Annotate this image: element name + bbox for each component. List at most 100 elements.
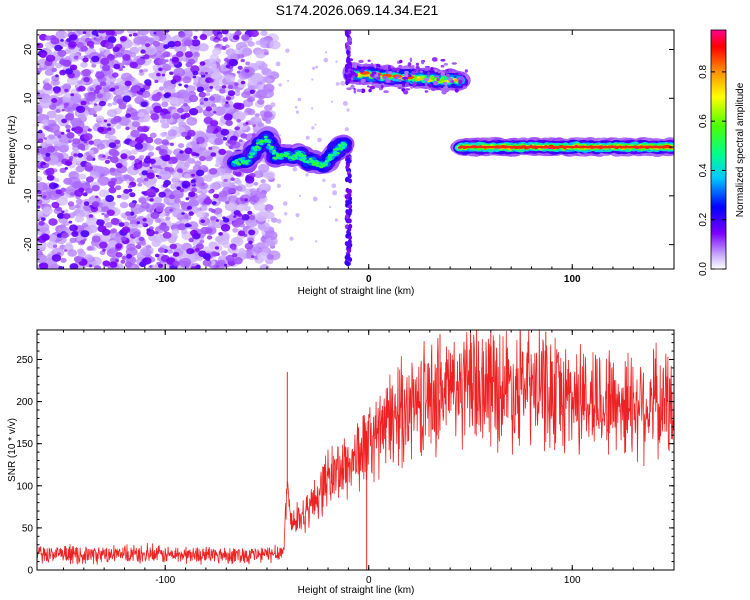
noise-cell bbox=[91, 55, 100, 63]
noise-cell bbox=[131, 121, 140, 128]
noise-cell bbox=[171, 56, 180, 63]
noise-cell bbox=[189, 108, 199, 116]
noise-cell bbox=[116, 194, 122, 199]
noise-cell bbox=[227, 84, 234, 90]
upper-band-haze bbox=[444, 69, 447, 74]
noise-cell bbox=[115, 243, 123, 249]
noise-cell bbox=[120, 236, 127, 242]
noise-cell bbox=[141, 170, 148, 176]
noise-cell bbox=[60, 131, 65, 135]
noise-cell bbox=[311, 78, 314, 81]
upper-band-haze bbox=[404, 88, 411, 91]
noise-cell bbox=[126, 54, 130, 58]
noise-cell bbox=[186, 248, 195, 255]
noise-cell bbox=[46, 110, 57, 119]
noise-cell bbox=[266, 93, 271, 98]
lower-streak-cell bbox=[345, 187, 350, 193]
noise-cell bbox=[59, 167, 67, 174]
lower-streak-cell bbox=[345, 176, 350, 182]
noise-cell bbox=[77, 113, 86, 120]
noise-cell bbox=[37, 209, 43, 218]
upper-band-haze bbox=[460, 76, 464, 79]
noise-cell bbox=[270, 217, 278, 223]
noise-cell bbox=[146, 229, 155, 237]
noise-cell bbox=[248, 214, 256, 221]
noise-cell bbox=[215, 219, 219, 222]
noise-cell bbox=[172, 208, 185, 218]
upper-band-haze bbox=[402, 83, 406, 87]
wavy-track-cell bbox=[247, 159, 251, 162]
snr-x-tick-label: 100 bbox=[564, 575, 581, 586]
lower-streak-cell bbox=[347, 226, 352, 232]
noise-cell bbox=[205, 227, 213, 234]
noise-cell bbox=[184, 51, 193, 58]
noise-cell bbox=[213, 193, 219, 199]
noise-cell bbox=[172, 260, 180, 267]
upper-band-haze bbox=[440, 58, 446, 62]
noise-cell bbox=[249, 89, 255, 95]
noise-cell bbox=[247, 210, 253, 215]
noise-cell bbox=[178, 32, 186, 38]
noise-cell bbox=[312, 66, 316, 70]
noise-cell bbox=[107, 123, 111, 127]
upper-band-haze bbox=[380, 84, 384, 89]
noise-cell bbox=[162, 51, 171, 58]
upper-band-haze bbox=[445, 81, 448, 87]
snr-x-tick-label: -100 bbox=[155, 575, 175, 586]
noise-cell bbox=[121, 255, 127, 260]
noise-cell bbox=[315, 240, 318, 243]
noise-cell bbox=[263, 51, 269, 56]
noise-cell bbox=[179, 150, 184, 154]
noise-cell bbox=[173, 193, 181, 199]
noise-cell bbox=[208, 146, 213, 151]
noise-cell bbox=[266, 253, 274, 260]
noise-cell bbox=[219, 88, 226, 94]
noise-cell bbox=[164, 206, 174, 214]
noise-cell bbox=[129, 192, 136, 198]
noise-cell bbox=[200, 219, 206, 224]
noise-cell bbox=[158, 148, 168, 156]
upper-band-haze bbox=[458, 72, 461, 76]
noise-cell bbox=[208, 168, 218, 175]
upper-band-haze bbox=[412, 81, 417, 87]
upper-band-haze bbox=[378, 73, 381, 77]
noise-cell bbox=[139, 69, 144, 73]
noise-cell bbox=[42, 206, 53, 215]
noise-cell bbox=[47, 234, 57, 242]
noise-cell bbox=[78, 173, 87, 180]
noise-cell bbox=[107, 180, 116, 188]
noise-cell bbox=[149, 158, 156, 165]
wavy-track-cell bbox=[271, 151, 276, 155]
noise-cell bbox=[334, 218, 338, 222]
noise-cell bbox=[287, 79, 290, 82]
noise-cell bbox=[232, 253, 238, 258]
noise-cell bbox=[40, 217, 46, 222]
noise-cell bbox=[275, 61, 281, 67]
noise-cell bbox=[223, 178, 228, 183]
noise-cell bbox=[128, 51, 137, 58]
noise-cell bbox=[267, 70, 272, 76]
upper-band-haze bbox=[405, 82, 409, 87]
noise-cell bbox=[130, 129, 140, 138]
upper-band-haze bbox=[367, 85, 370, 88]
wavy-track-cell bbox=[244, 162, 248, 165]
upper-band-haze bbox=[435, 87, 441, 90]
noise-cell bbox=[161, 139, 169, 146]
colorbar-tick-label: 0.2 bbox=[698, 212, 709, 226]
noise-cell bbox=[203, 198, 213, 205]
noise-cell bbox=[155, 146, 162, 151]
noise-cell bbox=[69, 95, 81, 104]
noise-cell bbox=[243, 198, 248, 202]
noise-cell bbox=[184, 223, 191, 228]
noise-cell bbox=[191, 187, 198, 193]
noise-cell bbox=[249, 30, 259, 38]
noise-cell bbox=[160, 122, 169, 129]
upper-band-haze bbox=[427, 71, 431, 76]
noise-cell bbox=[192, 75, 197, 79]
noise-cell bbox=[283, 201, 288, 206]
noise-cell bbox=[64, 102, 69, 107]
noise-cell bbox=[188, 199, 198, 206]
noise-cell bbox=[269, 40, 281, 50]
noise-cell bbox=[315, 65, 319, 69]
